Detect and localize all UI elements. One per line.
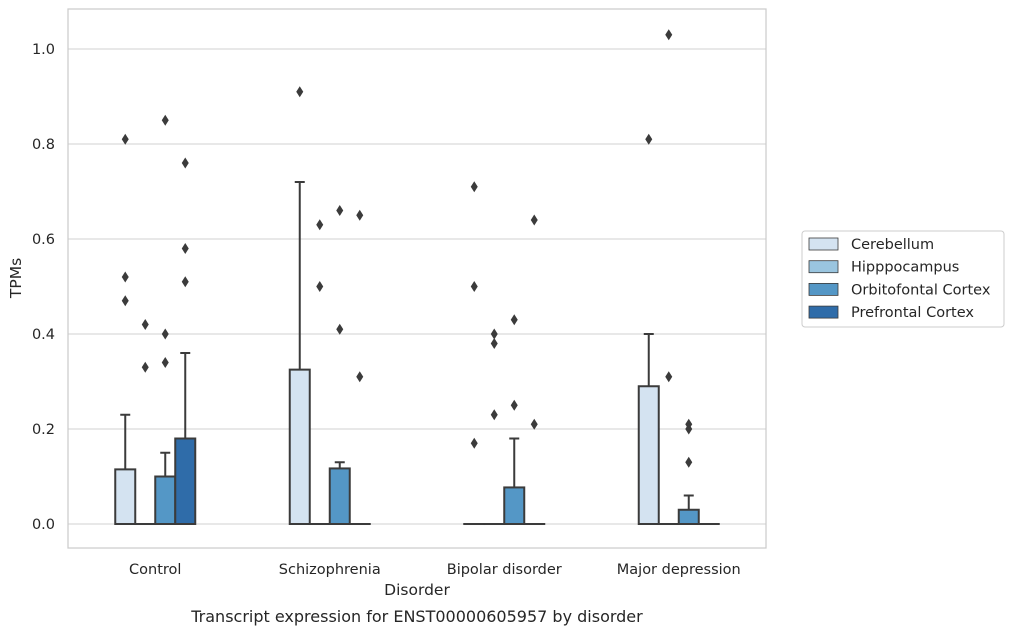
legend: Cerebellum Hipppocampus Orbitofontal Corte…	[801, 230, 1005, 328]
box-orbitofontal-cortex	[328, 205, 351, 525]
outlier-point	[470, 181, 478, 193]
box-rect	[637, 385, 660, 525]
legend-swatch	[808, 305, 839, 319]
y-axis-title: TPMs	[7, 258, 25, 299]
outlier-point	[181, 276, 189, 288]
y-tick-label: 0.0	[32, 517, 55, 533]
outlier-point	[490, 409, 498, 421]
x-tick-label: Schizophrenia	[279, 562, 381, 578]
boxes	[114, 29, 720, 526]
x-tick-label: Bipolar disorder	[447, 562, 562, 578]
outlier-point	[121, 133, 129, 145]
outlier-point	[645, 133, 653, 145]
box-rect	[288, 368, 311, 525]
x-tick-label: Control	[129, 562, 181, 578]
y-tick-label: 0.4	[32, 327, 55, 343]
outlier-point	[141, 319, 149, 330]
box-rect	[114, 468, 137, 525]
plot-background	[68, 9, 766, 548]
box-cerebellum	[114, 133, 137, 525]
legend-label: Prefrontal Cortex	[851, 305, 974, 321]
legend-swatch	[808, 260, 839, 274]
outlier-point	[336, 205, 344, 216]
box-cerebellum	[463, 181, 486, 526]
outlier-point	[530, 214, 538, 226]
y-tick-label: 1.0	[32, 42, 55, 58]
box-cerebellum	[288, 86, 311, 525]
box-hipppocampus	[483, 328, 506, 526]
outlier-point	[510, 399, 518, 411]
box-prefrontal-cortex	[174, 157, 197, 525]
outlier-point	[181, 157, 189, 169]
outlier-point	[141, 361, 149, 373]
chart-caption: Transcript expression for ENST0000060595…	[190, 607, 643, 626]
outlier-point	[161, 357, 169, 368]
legend-swatch	[808, 282, 839, 296]
box-orbitofontal-cortex	[154, 114, 177, 525]
outlier-point	[356, 371, 364, 383]
x-tick-label: Major depression	[617, 562, 741, 578]
y-tick-label: 0.2	[32, 422, 55, 438]
box-cerebellum	[637, 133, 660, 525]
box-prefrontal-cortex	[523, 214, 546, 526]
outlier-point	[490, 338, 498, 349]
box-rect	[503, 486, 526, 525]
legend-label: Cerebellum	[851, 237, 934, 253]
y-tick-labels: 0.0 0.2 0.4 0.6 0.8 1.0	[32, 42, 55, 533]
outlier-point	[121, 295, 129, 307]
outlier-point	[510, 314, 518, 326]
legend-frame	[801, 230, 1005, 328]
outlier-point	[665, 371, 673, 383]
outlier-point	[685, 456, 693, 468]
outlier-point	[181, 243, 189, 254]
outlier-point	[121, 271, 129, 283]
box-rect	[174, 437, 197, 525]
x-tick-labels: Control Schizophrenia Bipolar disorder Majo…	[129, 562, 741, 578]
box-rect	[328, 467, 351, 525]
box-rect	[677, 508, 700, 525]
outlier-point	[161, 328, 169, 340]
y-tick-label: 0.6	[32, 232, 55, 248]
outlier-point	[470, 437, 478, 449]
box-orbitofontal-cortex	[677, 418, 700, 525]
box-rect	[154, 475, 177, 525]
legend-label: Orbitofontal Cortex	[851, 282, 991, 298]
plot-frame	[67, 8, 767, 549]
outlier-point	[685, 423, 693, 435]
outlier-point	[316, 219, 324, 231]
outlier-point	[161, 114, 169, 126]
outlier-point	[356, 209, 364, 221]
outlier-point	[665, 29, 673, 41]
legend-swatch	[808, 237, 839, 251]
legend-label: Hipppocampus	[851, 260, 959, 276]
x-axis-title: Disorder	[384, 581, 450, 599]
box-orbitofontal-cortex	[503, 314, 526, 525]
y-tick-label: 0.8	[32, 137, 55, 153]
box-prefrontal-cortex	[348, 209, 371, 526]
outlier-point	[470, 281, 478, 292]
outlier-point	[296, 86, 304, 98]
outlier-point	[490, 328, 498, 340]
outlier-point	[336, 323, 344, 335]
outlier-point	[530, 418, 538, 430]
outlier-point	[316, 281, 324, 292]
